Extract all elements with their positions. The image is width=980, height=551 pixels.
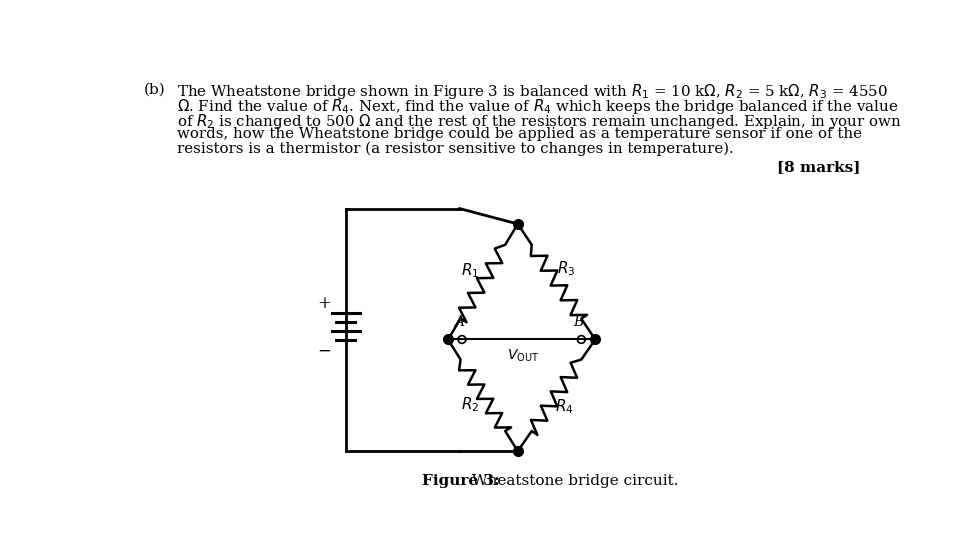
- Text: B: B: [573, 315, 584, 329]
- Text: $R_4$: $R_4$: [555, 397, 573, 416]
- Text: (b): (b): [144, 83, 166, 97]
- Text: $\Omega$. Find the value of $R_4$. Next, find the value of $R_4$ which keeps the: $\Omega$. Find the value of $R_4$. Next,…: [176, 96, 898, 116]
- Text: $R_2$: $R_2$: [461, 396, 479, 414]
- Text: words, how the Wheatstone bridge could be applied as a temperature sensor if one: words, how the Wheatstone bridge could b…: [176, 127, 861, 141]
- Text: Wheatstone bridge circuit.: Wheatstone bridge circuit.: [467, 474, 679, 488]
- Text: $R_3$: $R_3$: [557, 260, 575, 278]
- Text: $R_1$: $R_1$: [461, 261, 479, 279]
- Text: Figure 3:: Figure 3:: [422, 474, 500, 488]
- Text: −: −: [318, 343, 331, 359]
- Text: The Wheatstone bridge shown in Figure 3 is balanced with $R_1$ = 10 k$\Omega$, $: The Wheatstone bridge shown in Figure 3 …: [176, 82, 888, 100]
- Text: of $R_2$ is changed to 500 $\Omega$ and the rest of the resistors remain unchang: of $R_2$ is changed to 500 $\Omega$ and …: [176, 111, 902, 131]
- Text: $V_{\mathrm{OUT}}$: $V_{\mathrm{OUT}}$: [508, 347, 539, 364]
- Text: resistors is a thermistor (a resistor sensitive to changes in temperature).: resistors is a thermistor (a resistor se…: [176, 142, 733, 156]
- Text: A: A: [454, 315, 465, 329]
- Text: [8 marks]: [8 marks]: [777, 160, 860, 174]
- Text: +: +: [318, 295, 331, 312]
